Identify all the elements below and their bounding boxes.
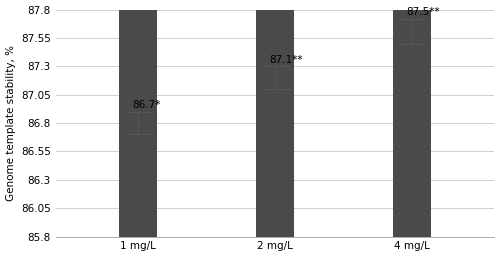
Y-axis label: Genome template stability, %: Genome template stability, %: [6, 45, 16, 201]
Bar: [393, 0, 432, 237]
Text: 87.1**: 87.1**: [270, 54, 303, 65]
Text: 86.7*: 86.7*: [132, 100, 161, 110]
Bar: [119, 0, 158, 237]
Text: 87.5**: 87.5**: [406, 7, 440, 17]
Bar: [256, 0, 294, 237]
